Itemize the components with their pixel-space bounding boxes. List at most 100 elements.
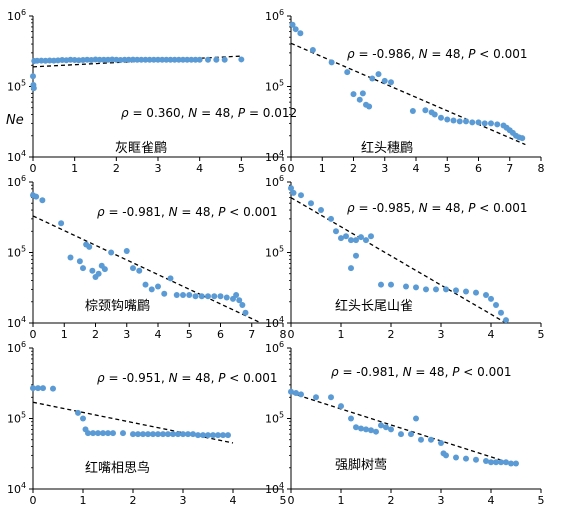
data-point	[142, 56, 149, 63]
data-point	[192, 293, 199, 300]
data-point	[80, 415, 86, 422]
y-tick-label: 106	[7, 340, 26, 355]
data-point	[30, 385, 36, 392]
data-point	[89, 267, 96, 274]
data-point	[381, 77, 388, 84]
data-point	[100, 56, 107, 63]
data-point	[213, 56, 220, 63]
data-point	[378, 281, 384, 288]
stat-annotation: ρ = -0.986, N = 48, P < 0.001	[347, 47, 528, 61]
data-point	[96, 56, 103, 63]
x-tick-label: 7	[506, 162, 513, 175]
x-tick-label: 3	[381, 162, 388, 175]
data-point	[488, 459, 494, 466]
data-point	[225, 432, 231, 439]
data-point	[33, 193, 40, 200]
y-tick-label: 105	[265, 79, 284, 94]
data-point	[398, 431, 404, 438]
data-point	[473, 456, 479, 463]
x-tick-label: 0	[288, 328, 295, 341]
data-point	[290, 189, 297, 196]
data-point	[238, 56, 245, 63]
data-point	[288, 388, 294, 395]
data-point	[463, 455, 469, 462]
data-point	[338, 235, 344, 242]
data-point	[155, 431, 161, 438]
data-point	[348, 415, 354, 422]
data-point	[50, 385, 56, 392]
data-point	[493, 459, 499, 466]
data-point	[173, 291, 180, 298]
data-point	[328, 59, 335, 66]
data-point	[348, 265, 354, 272]
data-point	[481, 120, 488, 127]
x-tick-label: 1	[71, 162, 78, 175]
x-tick-label: 4	[230, 494, 237, 507]
y-tick-label: 105	[7, 245, 26, 260]
x-tick-label: 4	[155, 328, 162, 341]
data-point	[431, 111, 438, 118]
y-tick-label: 104	[265, 481, 284, 496]
data-point	[120, 430, 126, 437]
data-point	[343, 233, 349, 240]
data-point	[86, 243, 93, 250]
data-point	[493, 302, 499, 309]
data-point	[388, 426, 394, 433]
y-tick-label: 105	[265, 245, 284, 260]
y-tick-label: 104	[7, 481, 26, 496]
species-label: 红头穗鹛	[361, 140, 413, 156]
data-point	[223, 294, 230, 301]
data-point	[186, 291, 193, 298]
data-point	[95, 270, 102, 277]
data-point	[444, 116, 451, 123]
data-point	[30, 85, 37, 92]
x-tick-label: 8	[280, 328, 287, 341]
data-point	[363, 237, 369, 244]
data-point	[217, 293, 224, 300]
data-point	[359, 90, 366, 97]
data-point	[155, 56, 161, 63]
data-point	[180, 291, 186, 298]
x-tick-label: 2	[388, 494, 395, 507]
y-axis-label: Ne	[6, 113, 24, 128]
data-point	[67, 254, 74, 261]
data-point	[170, 431, 176, 438]
data-point	[438, 114, 444, 121]
stat-annotation: ρ = -0.981, N = 48, P < 0.001	[97, 205, 278, 219]
data-point	[123, 248, 130, 255]
data-point	[463, 118, 469, 125]
data-point	[150, 431, 156, 438]
panel-4: 0 1 2 3 4 5 104 105 106 ρ = -0.985, N = 48, P < 0…	[265, 174, 545, 341]
y-tick-label: 104	[265, 315, 284, 330]
x-tick-label: 6	[217, 328, 224, 341]
species-label: 强脚树莺	[335, 457, 387, 473]
data-point	[388, 79, 394, 86]
data-point	[121, 56, 128, 63]
data-point	[453, 454, 459, 461]
data-point	[142, 281, 149, 288]
data-point	[438, 439, 444, 446]
x-tick-label: 1	[319, 162, 326, 175]
y-tick-label: 104	[265, 149, 284, 164]
species-label: 棕颈钩嘴鹛	[85, 298, 150, 314]
x-tick-label: 3	[438, 328, 445, 341]
data-point	[373, 428, 379, 435]
data-point	[108, 249, 115, 256]
data-point	[165, 431, 171, 438]
x-tick-label: 5	[444, 162, 451, 175]
species-label: 红头长尾山雀	[335, 298, 413, 314]
data-point	[475, 119, 482, 126]
data-point	[205, 56, 211, 63]
data-point	[358, 234, 364, 241]
data-point	[328, 394, 334, 401]
data-point	[383, 424, 389, 431]
data-point	[100, 430, 106, 437]
data-point	[375, 71, 382, 78]
data-point	[469, 119, 476, 126]
data-point	[298, 391, 304, 398]
data-point	[167, 275, 174, 282]
data-point	[39, 197, 46, 204]
